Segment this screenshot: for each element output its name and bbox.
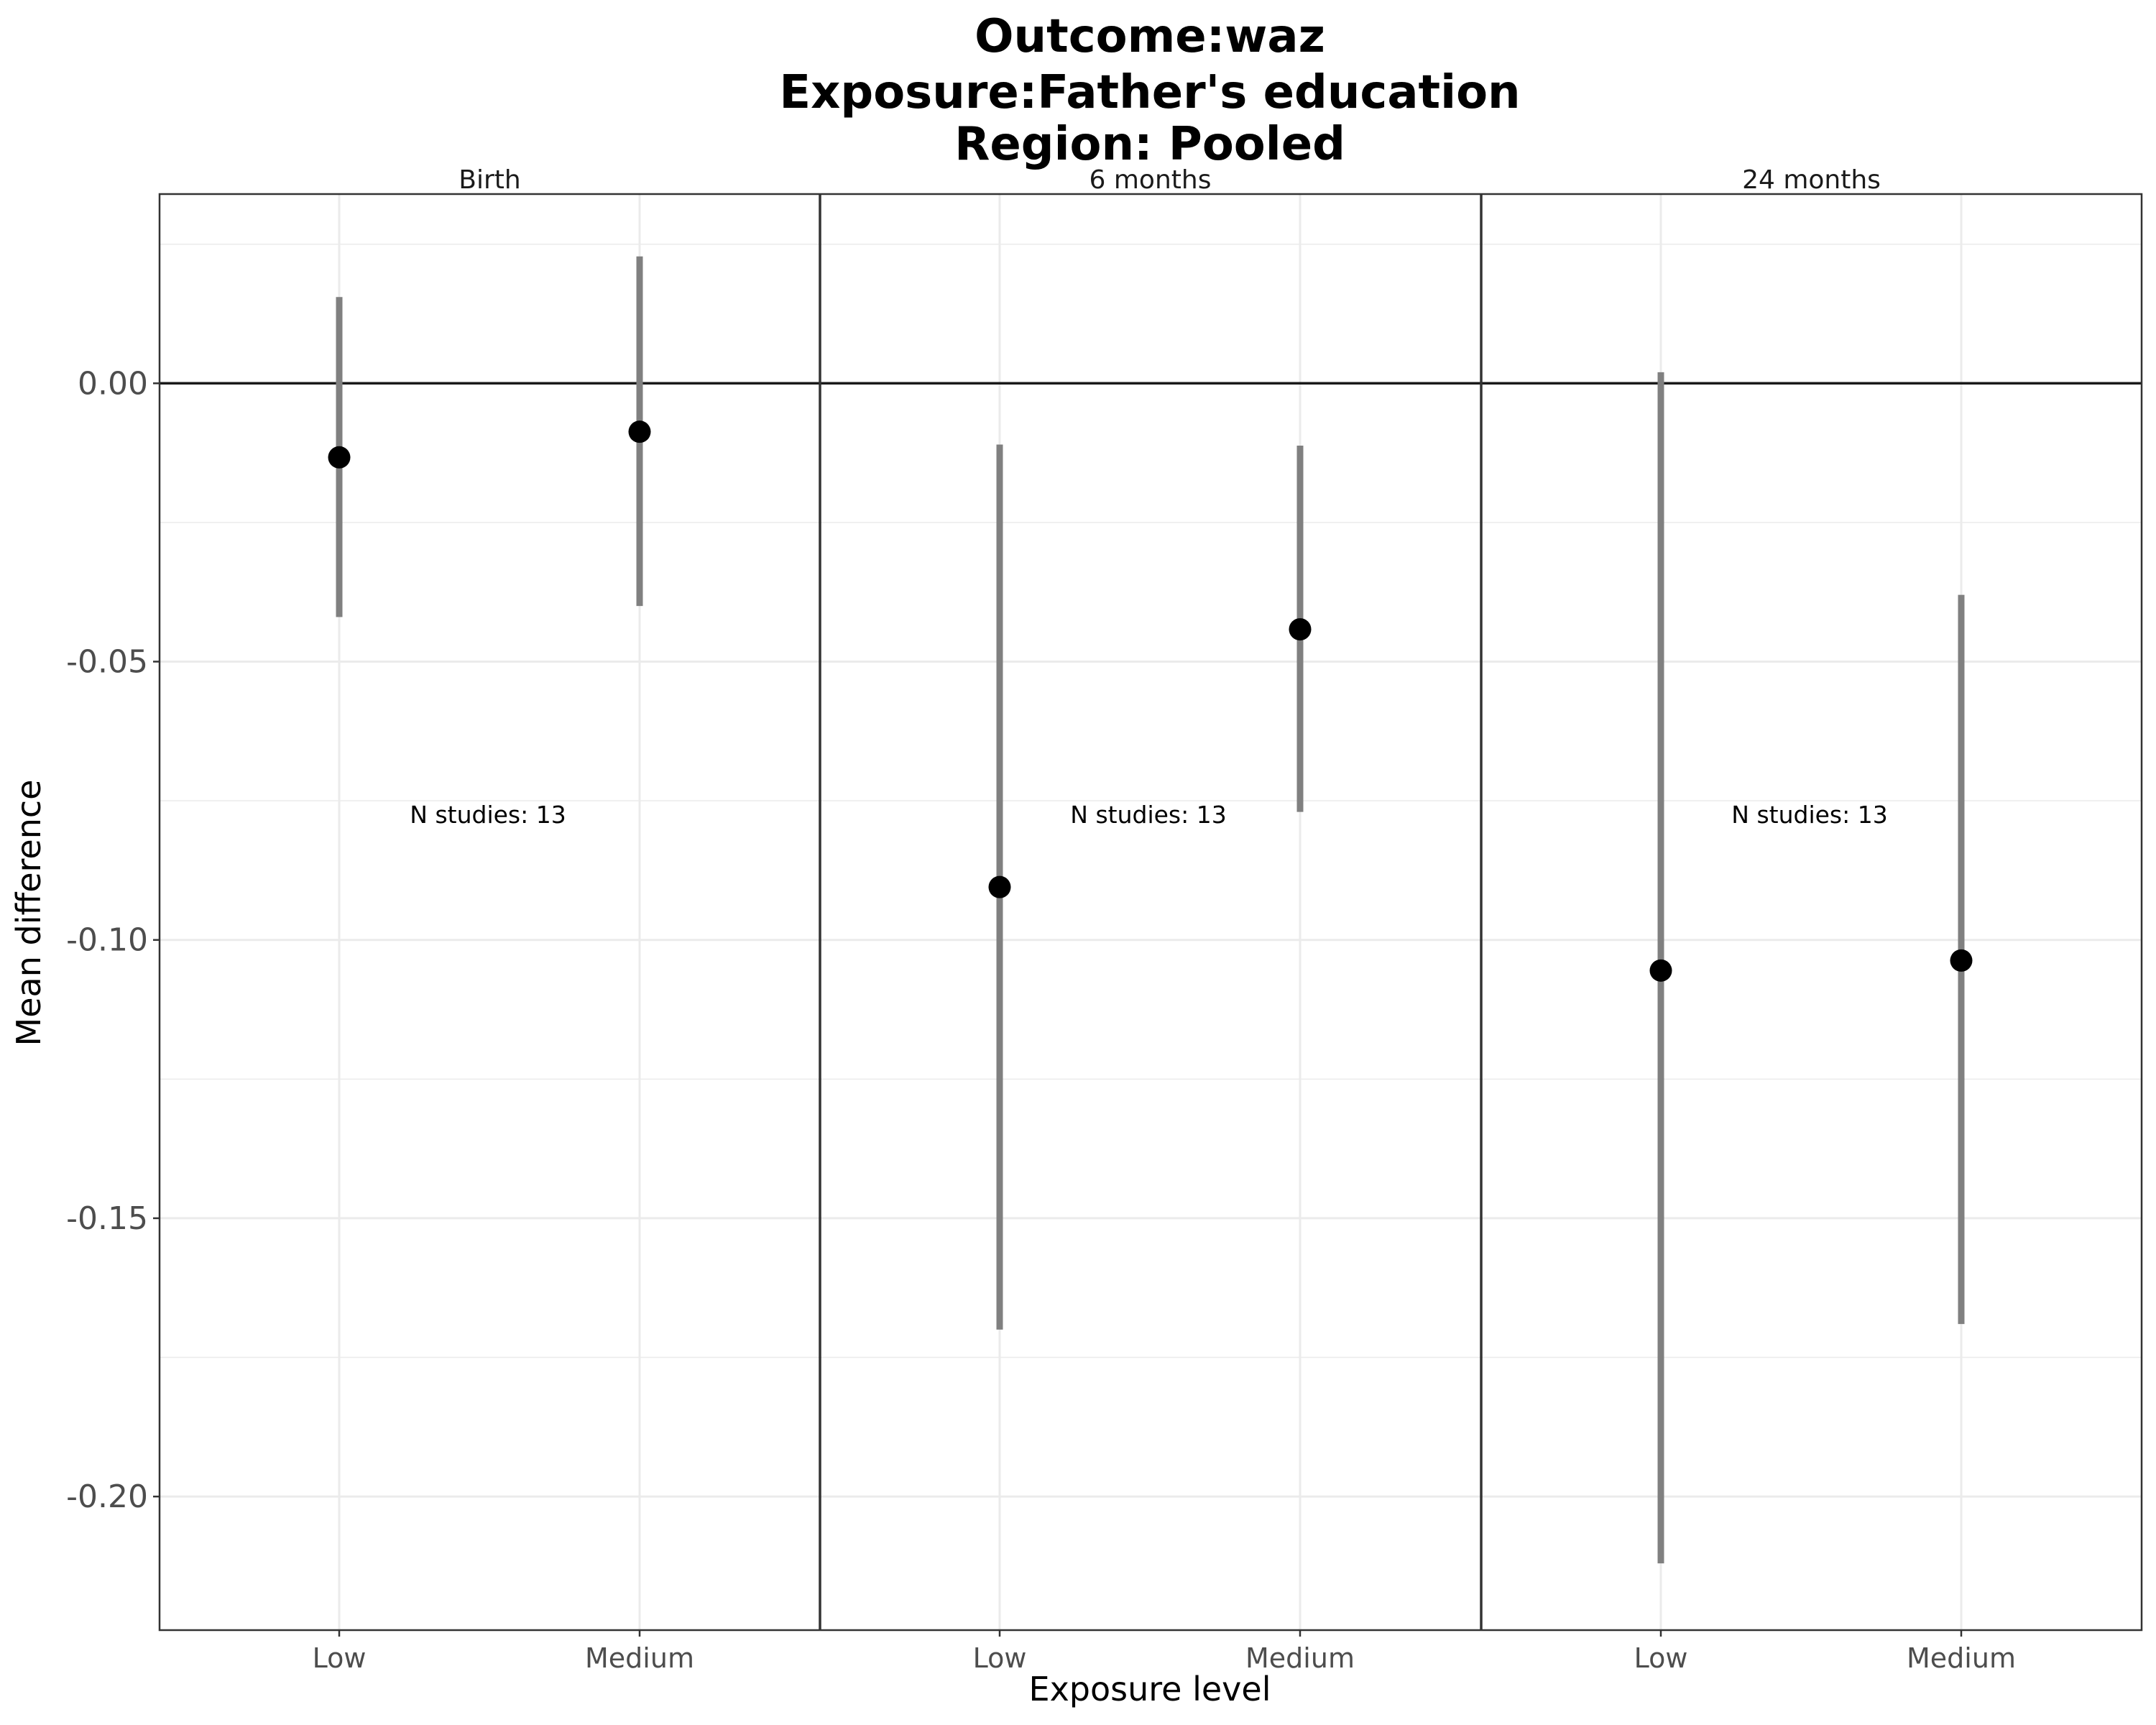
estimate-point — [1950, 949, 1973, 972]
panel-strip-label: 6 months — [1089, 165, 1212, 195]
n-studies-annotation: N studies: 13 — [410, 801, 566, 829]
y-tick-label: -0.15 — [66, 1200, 148, 1237]
strip-label-layer: Birth 6 months 24 months — [459, 165, 1881, 195]
estimate-point — [628, 420, 651, 443]
x-tick-label: Medium — [1907, 1642, 2016, 1674]
chart-title: Outcome:waz Exposure:Father's education … — [779, 10, 1520, 171]
x-tick-label: Low — [973, 1642, 1027, 1674]
y-axis: 0.00 -0.05 -0.10 -0.15 -0.20 — [66, 365, 160, 1515]
y-tick-label: -0.05 — [66, 644, 148, 681]
y-tick-label: -0.20 — [66, 1478, 148, 1515]
x-axis: Low Medium Low Medium Low Medium — [313, 1630, 2016, 1674]
y-tick-label: -0.10 — [66, 922, 148, 959]
n-studies-annotation: N studies: 13 — [1070, 801, 1226, 829]
x-axis-label: Exposure level — [1029, 1670, 1271, 1708]
n-studies-annotation: N studies: 13 — [1731, 801, 1887, 829]
y-axis-label: Mean difference — [9, 780, 48, 1046]
x-tick-label: Medium — [585, 1642, 694, 1674]
estimate-point — [988, 875, 1011, 898]
title-line-outcome: Outcome:waz — [975, 10, 1325, 63]
title-line-region: Region: Pooled — [954, 118, 1345, 171]
estimate-point — [1289, 618, 1312, 641]
x-tick-label: Medium — [1245, 1642, 1355, 1674]
panel-border — [158, 193, 2143, 1632]
annotation-layer: N studies: 13 N studies: 13 N studies: 13 — [410, 801, 1887, 829]
estimate-point — [328, 446, 351, 469]
title-line-exposure: Exposure:Father's education — [779, 66, 1520, 119]
point-layer — [328, 420, 1973, 982]
panel-strip-label: Birth — [459, 165, 520, 195]
y-tick-label: 0.00 — [78, 365, 148, 402]
x-tick-label: Low — [313, 1642, 367, 1674]
panel-border-layer — [158, 193, 2143, 1632]
x-tick-label: Low — [1634, 1642, 1688, 1674]
estimate-point — [1649, 959, 1672, 982]
panel-strip-label: 24 months — [1742, 165, 1881, 195]
